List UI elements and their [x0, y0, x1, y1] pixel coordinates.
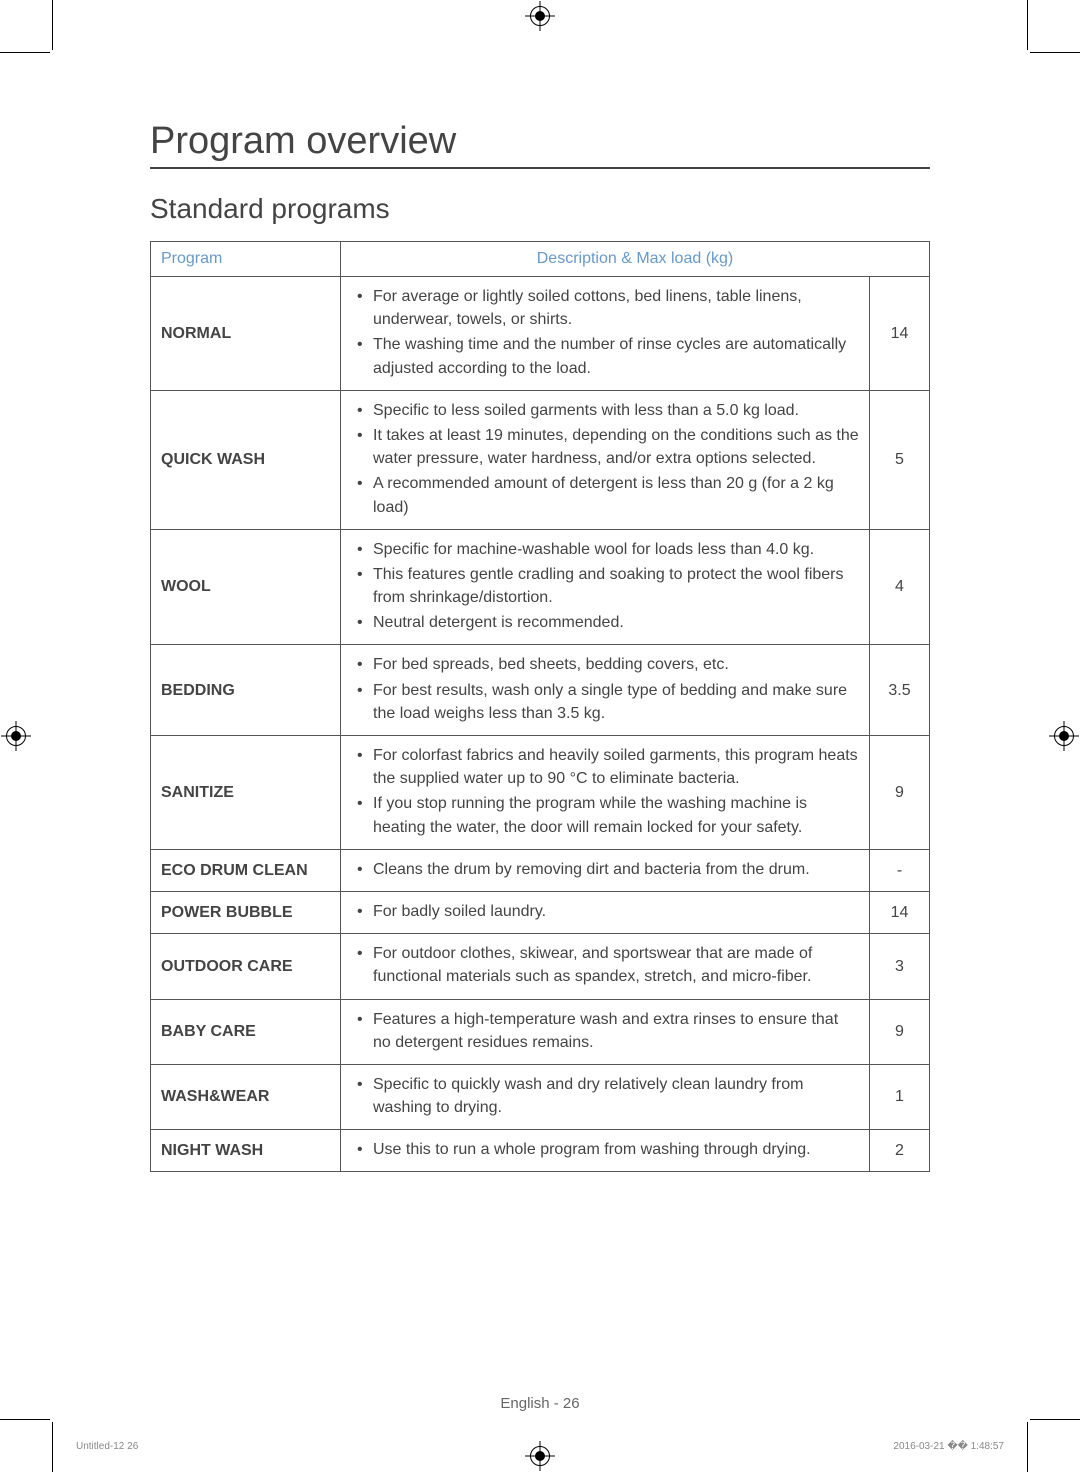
max-load: 14: [870, 891, 930, 933]
description-bullet: Specific to quickly wash and dry relativ…: [351, 1073, 859, 1119]
program-description: For colorfast fabrics and heavily soiled…: [341, 736, 870, 850]
max-load: 5: [870, 390, 930, 529]
program-description: Specific for machine-washable wool for l…: [341, 529, 870, 645]
crop-mark: [0, 52, 50, 53]
program-name: OUTDOOR CARE: [151, 934, 341, 999]
table-header-row: Program Description & Max load (kg): [151, 242, 930, 277]
crop-mark: [0, 1419, 50, 1420]
program-description: Specific to quickly wash and dry relativ…: [341, 1064, 870, 1129]
program-name: NIGHT WASH: [151, 1130, 341, 1172]
program-name: WASH&WEAR: [151, 1064, 341, 1129]
table-row: OUTDOOR CAREFor outdoor clothes, skiwear…: [151, 934, 930, 999]
description-bullet: For bed spreads, bed sheets, bedding cov…: [351, 653, 859, 676]
table-row: BEDDING For bed spreads, bed sheets, bedd…: [151, 645, 930, 736]
table-row: WASH&WEARSpecific to quickly wash and dr…: [151, 1064, 930, 1129]
max-load: 3: [870, 934, 930, 999]
table-row: ECO DRUM CLEAN Cleans the drum by removin…: [151, 849, 930, 891]
program-description: For bed spreads, bed sheets, bedding cov…: [341, 645, 870, 736]
description-bullet: For average or lightly soiled cottons, b…: [351, 285, 859, 331]
table-row: SANITIZEFor colorfast fabrics and heavil…: [151, 736, 930, 850]
footer-left: Untitled-12 26: [76, 1441, 138, 1452]
program-name: BEDDING: [151, 645, 341, 736]
description-bullet: Features a high-temperature wash and ext…: [351, 1008, 859, 1054]
program-description: Features a high-temperature wash and ext…: [341, 999, 870, 1064]
description-bullet: If you stop running the program while th…: [351, 792, 859, 838]
program-name: BABY CARE: [151, 999, 341, 1064]
description-bullet: Use this to run a whole program from was…: [351, 1138, 859, 1161]
header-program: Program: [151, 242, 341, 277]
description-bullet: For colorfast fabrics and heavily soiled…: [351, 744, 859, 790]
program-description: For badly soiled laundry.: [341, 891, 870, 933]
table-row: NIGHT WASH Use this to run a whole progra…: [151, 1130, 930, 1172]
description-bullet: Specific to less soiled garments with le…: [351, 399, 859, 422]
table-row: QUICK WASH Specific to less soiled garmen…: [151, 390, 930, 529]
table-row: POWER BUBBLE For badly soiled laundry. 14: [151, 891, 930, 933]
program-description: For outdoor clothes, skiwear, and sports…: [341, 934, 870, 999]
description-bullet: It takes at least 19 minutes, depending …: [351, 424, 859, 470]
max-load: 9: [870, 999, 930, 1064]
program-description: Specific to less soiled garments with le…: [341, 390, 870, 529]
footer-right: 2016-03-21 �� 1:48:57: [893, 1441, 1004, 1452]
program-name: NORMAL: [151, 277, 341, 391]
page-content: Program overview Standard programs Progr…: [0, 0, 1080, 1232]
section-title: Standard programs: [150, 193, 930, 225]
crop-mark: [1027, 1422, 1028, 1472]
max-load: 2: [870, 1130, 930, 1172]
program-name: SANITIZE: [151, 736, 341, 850]
max-load: -: [870, 849, 930, 891]
max-load: 4: [870, 529, 930, 645]
program-name: ECO DRUM CLEAN: [151, 849, 341, 891]
description-bullet: Specific for machine-washable wool for l…: [351, 538, 859, 561]
crop-mark: [52, 1422, 53, 1472]
page-footer: English - 26: [0, 1395, 1080, 1412]
max-load: 3.5: [870, 645, 930, 736]
registration-mark: [530, 6, 550, 26]
max-load: 1: [870, 1064, 930, 1129]
header-description: Description & Max load (kg): [341, 242, 930, 277]
max-load: 14: [870, 277, 930, 391]
description-bullet: Neutral detergent is recommended.: [351, 611, 859, 634]
program-description: Use this to run a whole program from was…: [341, 1130, 870, 1172]
programs-table: Program Description & Max load (kg) NORM…: [150, 241, 930, 1172]
registration-mark: [1054, 726, 1074, 746]
table-row: WOOL Specific for machine-washable wool f…: [151, 529, 930, 645]
print-footer-line: Untitled-12 26 2016-03-21 �� 1:48:57: [76, 1441, 1004, 1452]
page-title: Program overview: [150, 120, 930, 169]
description-bullet: Cleans the drum by removing dirt and bac…: [351, 858, 859, 881]
description-bullet: A recommended amount of detergent is les…: [351, 472, 859, 518]
crop-mark: [1030, 1419, 1080, 1420]
description-bullet: For best results, wash only a single typ…: [351, 679, 859, 725]
program-description: Cleans the drum by removing dirt and bac…: [341, 849, 870, 891]
description-bullet: For badly soiled laundry.: [351, 900, 859, 923]
crop-mark: [1030, 52, 1080, 53]
max-load: 9: [870, 736, 930, 850]
description-bullet: The washing time and the number of rinse…: [351, 333, 859, 379]
description-bullet: This features gentle cradling and soakin…: [351, 563, 859, 609]
table-row: NORMALFor average or lightly soiled cott…: [151, 277, 930, 391]
crop-mark: [52, 0, 53, 50]
crop-mark: [1027, 0, 1028, 50]
program-description: For average or lightly soiled cottons, b…: [341, 277, 870, 391]
description-bullet: For outdoor clothes, skiwear, and sports…: [351, 942, 859, 988]
program-name: QUICK WASH: [151, 390, 341, 529]
registration-mark: [6, 726, 26, 746]
program-name: POWER BUBBLE: [151, 891, 341, 933]
program-name: WOOL: [151, 529, 341, 645]
table-row: BABY CAREFeatures a high-temperature was…: [151, 999, 930, 1064]
